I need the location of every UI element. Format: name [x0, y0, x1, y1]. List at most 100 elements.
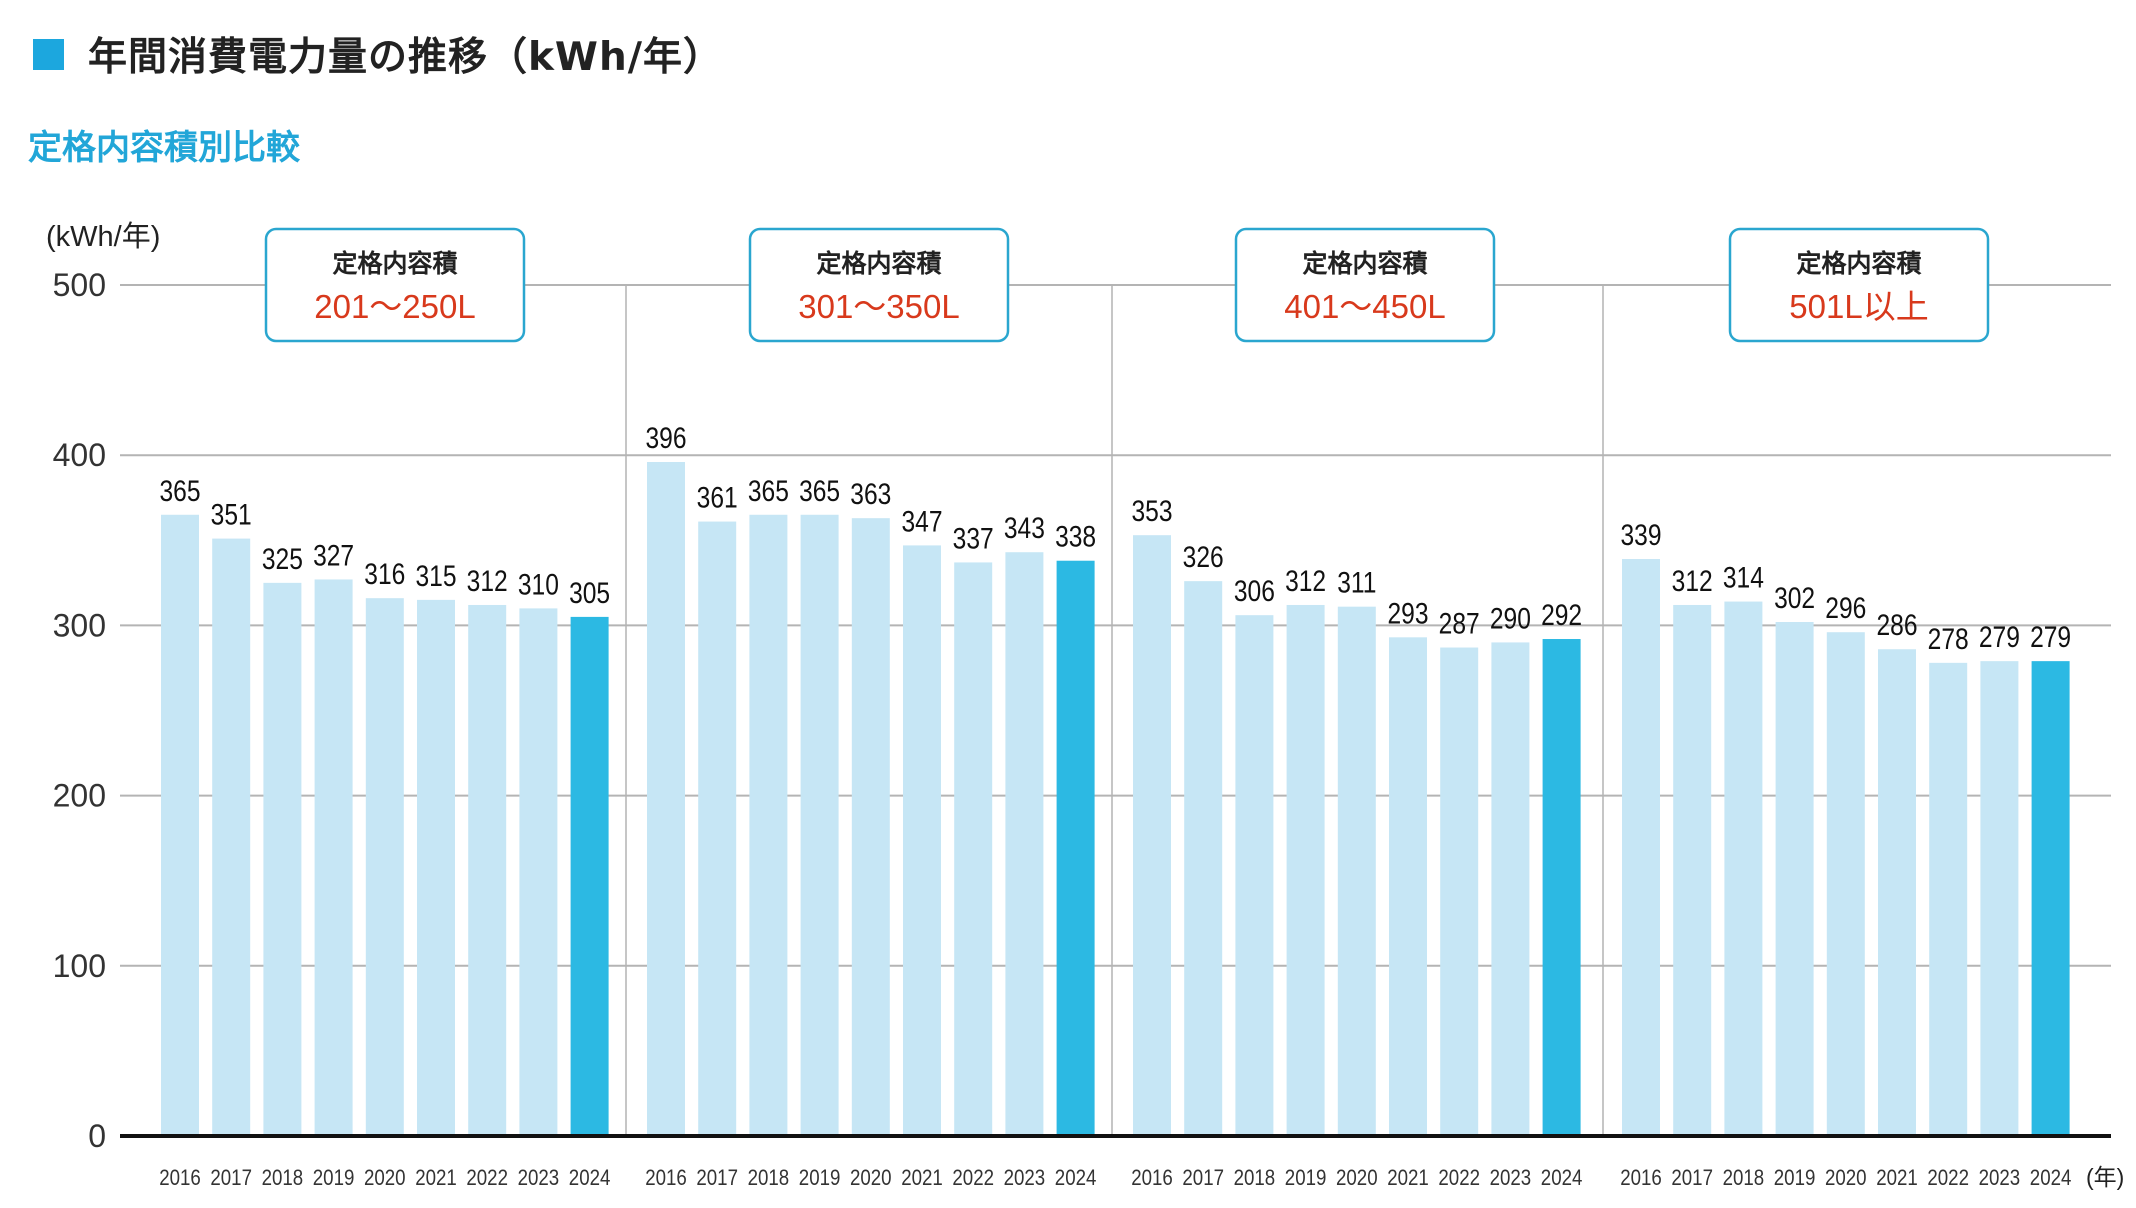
y-tick-label: 500: [53, 267, 106, 303]
x-tick-label: 2020: [364, 1167, 406, 1191]
value-label: 286: [1876, 608, 1917, 642]
value-label: 311: [1337, 565, 1376, 599]
x-tick-label: 2018: [1723, 1167, 1765, 1191]
bar: [954, 562, 993, 1134]
x-tick-label: 2021: [415, 1167, 457, 1191]
value-label: 310: [518, 567, 559, 601]
value-label: 338: [1055, 519, 1096, 553]
x-tick-label: 2020: [1825, 1167, 1867, 1191]
chart-header: 年間消費電力量の推移（kWh/年）: [33, 26, 723, 82]
x-tick-label: 2021: [901, 1167, 943, 1191]
y-tick-label: 300: [53, 607, 106, 643]
value-label: 365: [799, 473, 840, 507]
x-tick-label: 2020: [850, 1167, 892, 1191]
bar: [1542, 639, 1581, 1134]
group-range-label: 301〜350L: [798, 288, 959, 325]
value-label: 278: [1928, 622, 1969, 656]
x-tick-label: 2023: [1979, 1167, 2021, 1191]
bar: [161, 514, 199, 1134]
bar: [212, 538, 251, 1134]
bar: [468, 604, 507, 1134]
value-label: 292: [1541, 598, 1582, 632]
bar: [2031, 661, 2070, 1134]
x-tick-label: 2024: [1055, 1167, 1097, 1191]
bar: [1878, 649, 1916, 1134]
x-tick-label: 2018: [748, 1167, 790, 1191]
x-tick-label: 2016: [159, 1167, 201, 1191]
value-label: 325: [262, 542, 303, 576]
value-label: 351: [211, 497, 252, 531]
bar: [1133, 535, 1171, 1134]
group-range-label: 201〜250L: [314, 288, 475, 325]
value-label: 339: [1620, 518, 1661, 552]
value-label: 312: [1285, 564, 1326, 598]
bar: [1724, 601, 1763, 1134]
bars: [161, 462, 2070, 1134]
x-tick-label: 2018: [1234, 1167, 1276, 1191]
value-label: 365: [159, 473, 200, 507]
x-tick-label: 2023: [518, 1167, 560, 1191]
value-label: 287: [1439, 606, 1480, 640]
group-label-box: [748, 227, 1010, 343]
title-square-icon: [33, 38, 64, 70]
group-box-title: 定格内容積: [1302, 249, 1427, 278]
bar: [1929, 662, 1968, 1134]
bar: [1673, 604, 1712, 1134]
group-range-label: 501L以上: [1789, 288, 1928, 325]
value-label: 279: [1979, 620, 2020, 654]
value-labels: 365 351 325 327 316 315 312 310 305 396 361 365 365 3…: [159, 421, 2071, 656]
x-tick-label: 2024: [1541, 1167, 1583, 1191]
y-tick-label: 400: [53, 437, 106, 473]
x-tick-label: 2017: [1671, 1167, 1713, 1191]
group-box-title: 定格内容積: [332, 249, 457, 278]
y-tick-label: 100: [53, 948, 106, 984]
x-tick-label: 2018: [262, 1167, 304, 1191]
value-label: 312: [467, 564, 508, 598]
bar: [1491, 642, 1530, 1134]
bar: [903, 545, 941, 1134]
value-label: 347: [901, 504, 942, 538]
value-label: 365: [748, 473, 789, 507]
bar: [570, 616, 609, 1134]
bar: [1286, 604, 1325, 1134]
x-tick-label: 2019: [799, 1167, 841, 1191]
bar: [417, 599, 455, 1134]
x-axis-ticks: 2016 2017 2018 2019 2020 2021 2022 2023 2024 2016…: [159, 1167, 2071, 1191]
x-tick-label: 2016: [645, 1167, 687, 1191]
bar: [1980, 661, 2019, 1134]
value-label: 337: [953, 521, 994, 555]
bar: [1184, 581, 1223, 1134]
group-box-title: 定格内容積: [1796, 249, 1921, 278]
bar: [519, 608, 558, 1134]
value-label: 327: [313, 538, 354, 572]
chart-title: 年間消費電力量の推移（kWh/年）: [88, 35, 723, 80]
x-tick-label: 2021: [1876, 1167, 1918, 1191]
bar: [698, 521, 737, 1134]
x-tick-label: 2019: [313, 1167, 355, 1191]
value-label: 315: [415, 559, 456, 593]
value-label: 296: [1825, 591, 1866, 625]
bar: [365, 598, 404, 1134]
bar: [749, 514, 788, 1134]
bar: [1440, 647, 1479, 1134]
bar: [1056, 560, 1095, 1134]
value-label: 316: [364, 557, 405, 591]
group-label-box: [264, 227, 526, 343]
x-tick-label: 2017: [696, 1167, 738, 1191]
x-tick-label: 2021: [1387, 1167, 1429, 1191]
x-tick-label: 2024: [569, 1167, 611, 1191]
bar: [1337, 606, 1376, 1134]
chart-subtitle: 定格内容積別比較: [28, 128, 300, 168]
bar: [647, 462, 685, 1134]
value-label: 305: [569, 576, 610, 610]
bar: [1826, 632, 1865, 1134]
value-label: 314: [1723, 560, 1764, 594]
x-tick-label: 2017: [210, 1167, 252, 1191]
group-box-title: 定格内容積: [816, 249, 941, 278]
value-label: 312: [1672, 564, 1713, 598]
group-range-label: 401〜450L: [1284, 288, 1445, 325]
value-label: 353: [1131, 494, 1172, 528]
value-label: 363: [850, 477, 891, 511]
value-label: 302: [1774, 581, 1815, 615]
